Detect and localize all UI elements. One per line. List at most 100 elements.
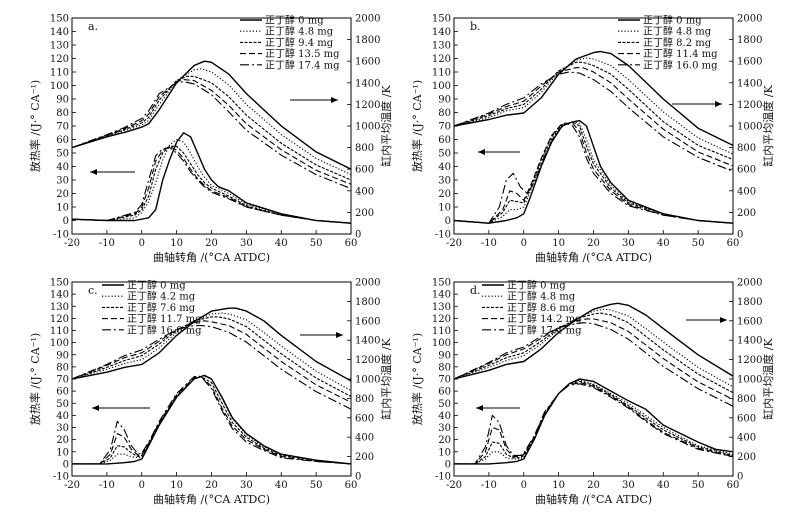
left-axis-arrow-head	[476, 405, 483, 411]
y-left-tick-label: 100	[432, 81, 451, 92]
heat-release-series-line	[454, 379, 733, 465]
left-axis-arrow-head	[92, 405, 99, 411]
y-right-tick-label: 600	[737, 413, 756, 424]
right-axis-arrow-head	[715, 101, 722, 107]
legend-entry: 正丁醇 0 mg	[643, 14, 702, 27]
x-axis-label: 曲轴转角 /(°CA ATDC)	[535, 250, 652, 264]
x-tick-label: -10	[99, 480, 115, 491]
temperature-series-line	[72, 316, 351, 397]
y-left-tick-label: 20	[438, 435, 451, 446]
x-tick-label: 0	[521, 480, 527, 491]
x-tick-label: 20	[205, 238, 218, 249]
x-tick-label: 50	[692, 238, 705, 249]
legend-entry: 正丁醇 4.8 mg	[265, 25, 334, 38]
y-left-tick-label: 40	[56, 411, 69, 422]
y-left-tick-label: 100	[432, 338, 451, 349]
y-left-axis-label: 放热率 /(J·° CA⁻¹)	[28, 333, 42, 425]
y-right-tick-label: 1800	[737, 297, 762, 308]
y-right-axis-label: 缸内平均温度 /K	[761, 85, 775, 167]
y-right-tick-label: 2000	[355, 278, 380, 289]
x-tick-label: 0	[139, 238, 145, 249]
y-left-tick-label: 150	[432, 278, 451, 289]
y-left-tick-label: 0	[445, 216, 451, 227]
heat-release-series-line	[72, 376, 351, 465]
x-tick-label: 50	[692, 480, 705, 491]
y-left-axis-label: 放热率 /(J·° CA⁻¹)	[410, 80, 424, 172]
y-left-tick-label: 90	[438, 95, 451, 106]
y-right-tick-label: 1800	[737, 35, 762, 46]
y-left-tick-label: 80	[438, 362, 451, 373]
x-tick-label: -10	[99, 238, 115, 249]
y-left-tick-label: 40	[438, 162, 451, 173]
x-tick-label: 30	[240, 238, 253, 249]
chart-panel-a: -20 -10 0 10 20 30 40 50 60-10010203040506070809…	[28, 14, 393, 265]
x-tick-label: 40	[275, 480, 288, 491]
legend-entry: 正丁醇 4.2 mg	[127, 290, 196, 303]
y-left-tick-label: -10	[53, 230, 69, 241]
y-right-tick-label: 600	[355, 165, 374, 176]
y-right-tick-label: 1200	[737, 100, 762, 111]
x-tick-label: 40	[657, 480, 670, 491]
y-left-tick-label: 90	[56, 95, 69, 106]
x-axis-label: 曲轴转角 /(°CA ATDC)	[153, 492, 270, 506]
y-left-tick-label: 50	[56, 149, 69, 160]
legend-entry: 正丁醇 16.0 mg	[127, 323, 202, 336]
y-right-tick-label: 1200	[355, 355, 380, 366]
y-left-tick-label: 120	[432, 314, 451, 325]
y-left-tick-label: 30	[438, 176, 451, 187]
y-right-tick-label: 400	[737, 433, 756, 444]
y-left-tick-label: -10	[435, 472, 451, 483]
temperature-series-line	[72, 81, 351, 190]
temperature-series-line	[72, 75, 351, 181]
x-tick-label: 0	[521, 238, 527, 249]
y-right-tick-label: 1000	[737, 122, 762, 133]
heat-release-series-line	[72, 138, 351, 224]
y-left-tick-label: 60	[438, 135, 451, 146]
temperature-series-line	[454, 312, 733, 394]
x-axis-label: 曲轴转角 /(°CA ATDC)	[153, 250, 270, 264]
temperature-series-line	[454, 71, 733, 172]
temperature-series-line	[454, 318, 733, 400]
x-tick-label: 50	[310, 238, 323, 249]
y-right-tick-label: 400	[355, 433, 374, 444]
y-left-tick-label: 60	[438, 387, 451, 398]
y-left-tick-label: 100	[50, 338, 69, 349]
y-right-tick-label: 2000	[737, 14, 762, 25]
y-right-tick-label: 800	[355, 143, 374, 154]
legend-entry: 正丁醇 16.0 mg	[643, 58, 718, 71]
right-axis-arrow-head	[331, 97, 338, 103]
heat-release-series-line	[454, 119, 733, 224]
legend-entry: 正丁醇 4.8 mg	[643, 25, 712, 38]
legend-entry: 正丁醇 13.5 mg	[265, 47, 340, 60]
y-right-tick-label: 1800	[355, 35, 380, 46]
heat-release-series-line	[454, 122, 733, 224]
y-left-tick-label: 110	[432, 326, 451, 337]
y-left-axis-label: 放热率 /(J·° CA⁻¹)	[410, 333, 424, 425]
y-left-tick-label: 130	[432, 302, 451, 313]
y-left-tick-label: 0	[63, 459, 69, 470]
y-left-tick-label: 130	[50, 41, 69, 52]
temperature-series-line	[72, 60, 351, 170]
heat-release-series-line	[454, 378, 733, 465]
y-right-tick-label: 1600	[355, 316, 380, 327]
y-left-tick-label: 150	[50, 278, 69, 289]
y-right-tick-label: 600	[737, 165, 756, 176]
y-right-tick-label: 1600	[355, 57, 380, 68]
y-left-tick-label: 120	[432, 54, 451, 65]
y-left-tick-label: 90	[56, 350, 69, 361]
temperature-series-line	[72, 320, 351, 403]
temperature-series-line	[72, 307, 351, 382]
legend-entry: 正丁醇 8.6 mg	[507, 301, 576, 314]
chart-panel-b: -20 -10 0 10 20 30 40 50 60-10010203040506070809…	[410, 14, 775, 265]
heat-release-series-line	[72, 145, 351, 224]
temperature-series-line	[454, 308, 733, 388]
y-left-tick-label: -10	[53, 472, 69, 483]
y-left-tick-label: 80	[438, 108, 451, 119]
y-left-tick-label: 20	[56, 189, 69, 200]
y-left-tick-label: 110	[50, 326, 69, 337]
y-left-tick-label: 60	[56, 135, 69, 146]
y-right-tick-label: 1000	[737, 375, 762, 386]
temperature-series-line	[454, 50, 733, 147]
y-right-tick-label: 600	[355, 413, 374, 424]
y-right-tick-label: 800	[737, 143, 756, 154]
